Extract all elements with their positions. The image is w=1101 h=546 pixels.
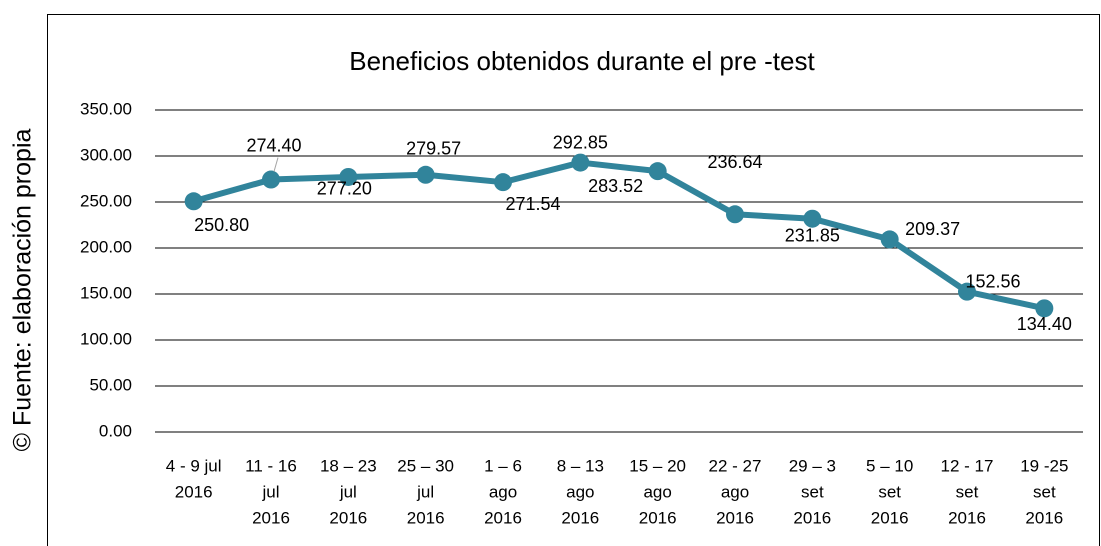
data-point — [571, 153, 590, 172]
y-tick-label: 250.00 — [80, 191, 132, 210]
x-tick-label: 2016 — [407, 508, 445, 527]
x-tick-label: 1 – 6 — [484, 456, 522, 475]
x-tick-label: jul — [416, 482, 434, 501]
data-label: 277.20 — [317, 179, 372, 199]
chart-title: Beneficios obtenidos durante el pre -tes… — [349, 46, 815, 76]
x-tick-label: 2016 — [175, 482, 213, 501]
data-point — [262, 170, 280, 189]
x-tick-label: 2016 — [716, 508, 754, 527]
x-tick-label: set — [878, 482, 901, 501]
data-point — [494, 173, 512, 192]
x-tick-label: jul — [339, 482, 357, 501]
data-point — [880, 230, 899, 249]
x-tick-label: 25 – 30 — [397, 456, 454, 475]
data-point — [803, 209, 822, 228]
y-tick-label: 100.00 — [80, 329, 132, 348]
data-point — [1035, 299, 1054, 318]
data-point — [648, 162, 667, 181]
x-tick-label: ago — [566, 482, 594, 501]
x-tick-label: 2016 — [871, 508, 909, 527]
chart-frame — [47, 14, 1100, 546]
data-point — [416, 165, 435, 184]
x-tick-label: 2016 — [329, 508, 367, 527]
x-tick-label: 2016 — [948, 508, 986, 527]
x-tick-label: 8 – 13 — [557, 456, 604, 475]
x-tick-label: ago — [643, 482, 671, 501]
x-tick-label: ago — [489, 482, 517, 501]
x-tick-label: 11 - 16 — [245, 456, 297, 475]
y-tick-label: 300.00 — [80, 145, 132, 164]
y-tick-label: 0.00 — [99, 421, 132, 440]
x-tick-label: 18 – 23 — [320, 456, 377, 475]
data-label: 209.37 — [905, 219, 960, 239]
data-label: 279.57 — [406, 139, 461, 159]
data-label: 292.85 — [553, 132, 608, 152]
x-tick-label: 15 – 20 — [629, 456, 686, 475]
data-label: 274.40 — [246, 135, 301, 155]
data-label: 231.85 — [785, 225, 840, 245]
leader-line — [273, 157, 279, 172]
x-tick-label: 2016 — [1025, 508, 1063, 527]
source-note: © Fuente: elaboración propia — [9, 129, 37, 452]
y-tick-label: 350.00 — [80, 99, 132, 118]
x-tick-label: 2016 — [252, 508, 290, 527]
data-point — [339, 167, 358, 186]
x-tick-label: 22 - 27 — [709, 456, 762, 475]
data-label: 152.56 — [965, 271, 1020, 291]
data-label: 250.80 — [194, 215, 249, 235]
y-tick-label: 150.00 — [80, 283, 132, 302]
data-label: 134.40 — [1017, 314, 1072, 334]
data-point — [726, 205, 744, 224]
y-tick-label: 50.00 — [89, 375, 132, 394]
x-tick-label: 2016 — [561, 508, 599, 527]
x-tick-label: 5 – 10 — [866, 456, 913, 475]
data-point — [184, 192, 203, 211]
data-label: 236.64 — [707, 152, 762, 172]
data-label: 283.52 — [588, 176, 643, 196]
x-tick-label: 2016 — [484, 508, 522, 527]
y-tick-label: 200.00 — [80, 237, 132, 256]
x-tick-label: set — [956, 482, 979, 501]
data-point — [958, 282, 976, 301]
data-line — [192, 159, 1045, 312]
x-tick-label: 29 – 3 — [789, 456, 836, 475]
x-tick-label: 2016 — [639, 508, 677, 527]
x-tick-label: 19 -25 — [1020, 456, 1068, 475]
x-tick-label: 4 - 9 jul — [166, 456, 222, 475]
data-label: 271.54 — [505, 194, 560, 214]
x-tick-label: jul — [261, 482, 279, 501]
x-tick-label: set — [1033, 482, 1056, 501]
x-tick-label: 12 - 17 — [941, 456, 994, 475]
x-tick-label: 2016 — [793, 508, 831, 527]
x-tick-label: set — [801, 482, 824, 501]
x-tick-label: ago — [721, 482, 749, 501]
